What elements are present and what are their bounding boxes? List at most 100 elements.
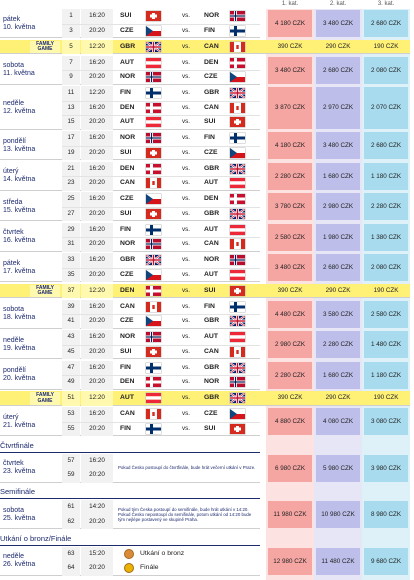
date: 13. května — [3, 145, 36, 153]
group-row — [0, 500, 260, 529]
flag — [230, 25, 245, 36]
flag — [146, 301, 161, 312]
date: 14. května — [3, 176, 36, 183]
price-cell: 2 980 CZK — [268, 331, 312, 358]
team-code: GBR — [120, 42, 136, 50]
flag-part — [146, 269, 161, 275]
team-code: CAN — [204, 42, 219, 50]
row-line — [62, 267, 260, 269]
day: úterý — [3, 413, 19, 421]
team-code: CAN — [120, 410, 135, 417]
price-cell: 4 480 CZK — [268, 300, 312, 328]
flag-part — [230, 228, 245, 232]
versus: vs. — [181, 347, 191, 355]
date: 10. května — [3, 23, 36, 31]
flag-part — [230, 397, 245, 399]
flag-part — [230, 239, 234, 250]
date: 15. května — [3, 206, 36, 214]
price-cell: 2 680 CZK — [364, 10, 408, 37]
team-code: DEN — [204, 195, 219, 202]
row-line — [62, 23, 260, 25]
flag-part — [230, 15, 245, 17]
team-code: CAN — [204, 103, 219, 111]
row-line — [62, 237, 260, 238]
game-time: 14:20 — [81, 500, 113, 515]
flag-part — [230, 224, 245, 229]
team-code: CZE — [120, 317, 134, 324]
versus: vs. — [181, 58, 191, 66]
game-number: 11 — [62, 86, 80, 101]
day-date: neděle 12. května — [3, 100, 61, 116]
game-number: 21 — [62, 161, 80, 176]
game-number: 57 — [62, 453, 80, 468]
category-label: 1. kat. — [281, 1, 299, 7]
section-title: Utkání o bronz/Finále — [0, 530, 260, 546]
flag — [230, 377, 245, 388]
flag-part — [230, 29, 245, 33]
team-code: CZE — [204, 148, 218, 156]
game-number: 7 — [62, 55, 80, 70]
date: 19. května — [3, 344, 36, 352]
flag-part — [230, 332, 245, 336]
flag — [230, 409, 245, 420]
game-time: 15:20 — [81, 546, 113, 561]
price-cell: 2 580 CZK — [364, 300, 408, 328]
price-cell: 2 280 CZK — [268, 162, 312, 190]
flag — [146, 208, 161, 219]
team-code: NOR — [120, 73, 136, 80]
flag-part — [146, 178, 150, 189]
flag — [146, 224, 161, 235]
flag-part — [230, 269, 245, 274]
team-code: DEN — [120, 378, 135, 385]
game-number: 55 — [62, 421, 80, 436]
game-time: 20:20 — [81, 267, 113, 282]
flag — [230, 423, 245, 434]
price-cell: 2 080 CZK — [364, 56, 408, 84]
game-time: 16:20 — [81, 55, 113, 70]
group-row — [0, 86, 260, 130]
flag-part — [241, 41, 245, 52]
game-time: 20:20 — [81, 314, 113, 329]
flag — [146, 239, 161, 250]
game-number: 49 — [62, 375, 80, 390]
team-code: AUT — [204, 270, 218, 278]
price-cell: 3 480 CZK — [268, 254, 312, 281]
price-cell: 10 980 CZK — [316, 501, 360, 528]
versus: vs. — [181, 333, 191, 340]
flag — [146, 285, 161, 296]
team-code: NOR — [204, 378, 220, 385]
game-number: 39 — [62, 299, 80, 314]
medal — [124, 563, 134, 573]
flag-part — [157, 301, 161, 312]
game-time: 20:20 — [81, 514, 113, 529]
flag-part — [146, 399, 161, 404]
flag — [230, 41, 245, 52]
game-number: 59 — [62, 468, 80, 483]
flag — [146, 163, 161, 174]
game-time: 16:20 — [81, 299, 113, 314]
flag-part — [230, 335, 245, 339]
flag-part — [230, 167, 245, 170]
family-label: FAMILY GAME — [30, 284, 60, 297]
game-time: 12:20 — [81, 39, 113, 54]
flag — [230, 88, 245, 99]
flag — [146, 57, 161, 68]
versus: vs. — [181, 73, 191, 80]
game-time: 16:20 — [81, 453, 113, 468]
day: úterý — [3, 168, 19, 175]
flag-part — [230, 136, 245, 140]
game-time: 20:20 — [81, 375, 113, 390]
flag-part — [146, 321, 161, 327]
flag-part — [230, 147, 245, 153]
flag — [146, 332, 161, 343]
flag-part — [150, 212, 157, 216]
flag-part — [230, 152, 245, 158]
team-code: GBR — [204, 394, 220, 401]
flag-part — [146, 91, 161, 95]
flag-part — [230, 181, 245, 185]
flag — [146, 41, 161, 52]
flag-part — [230, 276, 245, 280]
flag-part — [146, 427, 161, 431]
team-code: CZE — [204, 73, 218, 80]
